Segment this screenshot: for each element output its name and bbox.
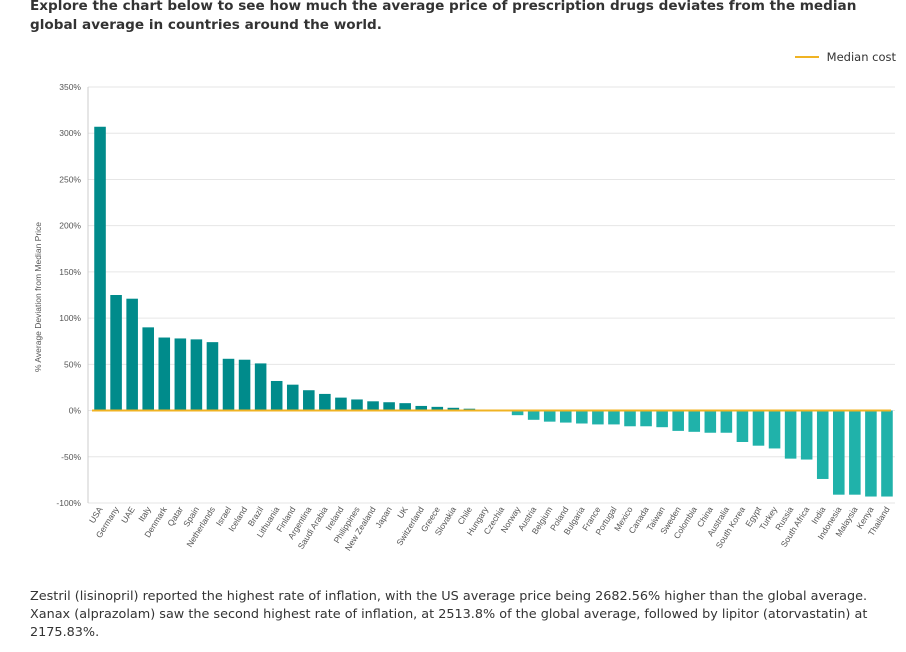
bar-portugal [608, 410, 620, 425]
bar-china [704, 410, 717, 433]
bar-ireland [335, 397, 347, 411]
intro-text: Explore the chart below to see how much … [30, 0, 857, 33]
bar-belgium [543, 410, 556, 422]
bar-bulgaria [576, 410, 588, 424]
bar-thailand [881, 410, 893, 497]
x-tick-label: UK [395, 504, 410, 520]
bar-turkey [768, 410, 781, 449]
bar-uae [126, 298, 138, 411]
bar-france [592, 410, 604, 425]
y-tick-label: 50% [64, 359, 81, 369]
y-tick-label: 150% [59, 267, 81, 277]
bar-south-korea [736, 410, 749, 442]
bars [94, 126, 893, 497]
bar-sweden [672, 410, 684, 431]
y-tick-label: -100% [56, 498, 81, 508]
bar-usa [94, 126, 106, 411]
bar-colombia [688, 410, 701, 432]
bar-australia [720, 410, 733, 433]
y-tick-label: 250% [59, 174, 81, 184]
bar-poland [559, 410, 572, 423]
y-axis-label: % Average Deviation from Median Price [33, 222, 43, 372]
footnote-text: Zestril (lisinopril) reported the highes… [30, 589, 868, 640]
bar-slovakia [447, 407, 460, 411]
bar-canada [640, 410, 652, 427]
chart-container: -100% -50% 0% 50% 100% 150% 200% 250% 300% 350% U… [0, 70, 906, 570]
bar-denmark [158, 337, 171, 411]
bar-israel [222, 358, 235, 411]
bar-chart: -100% -50% 0% 50% 100% 150% 200% 250% 300% 350% U… [33, 82, 895, 553]
x-tick-label: Japan [373, 505, 394, 530]
y-tick-label: 200% [59, 221, 81, 231]
bar-brazil [254, 363, 267, 411]
bar-russia [784, 410, 797, 459]
bar-philippines [351, 399, 363, 411]
bar-qatar [174, 338, 187, 411]
y-tick-label: 0% [69, 406, 82, 416]
legend: Median cost [794, 50, 896, 64]
bar-japan [383, 402, 395, 411]
y-tick-label: 350% [59, 82, 81, 92]
bar-netherlands [206, 342, 219, 411]
median-cost-legend-label: Median cost [826, 50, 896, 64]
bar-taiwan [656, 410, 668, 428]
bar-kenya [865, 410, 877, 497]
bar-south-africa [800, 410, 813, 460]
bar-malaysia [849, 410, 861, 495]
bar-spain [190, 339, 203, 411]
y-axis: -100% -50% 0% 50% 100% 150% 200% 250% 300% 350% [56, 82, 89, 508]
y-tick-label: -50% [61, 452, 81, 462]
bar-switzerland [415, 405, 428, 411]
bar-iceland [238, 359, 251, 411]
bar-new-zealand [367, 401, 379, 411]
bar-uk [399, 403, 411, 411]
bar-germany [110, 295, 122, 411]
bar-lithuania [270, 380, 283, 411]
y-tick-label: 100% [59, 313, 81, 323]
bar-indonesia [833, 410, 845, 495]
bar-saudi-arabia [319, 393, 331, 411]
bar-finland [286, 384, 299, 411]
bar-egypt [752, 410, 765, 446]
bar-italy [142, 327, 154, 411]
bar-india [816, 410, 829, 479]
bar-argentina [303, 390, 315, 411]
bar-austria [527, 410, 540, 420]
x-tick-label: UAE [119, 504, 137, 524]
bar-norway [511, 410, 524, 416]
median-cost-legend-swatch [794, 56, 819, 58]
bar-mexico [624, 410, 636, 427]
bar-greece [431, 406, 444, 411]
y-tick-label: 300% [59, 128, 81, 138]
